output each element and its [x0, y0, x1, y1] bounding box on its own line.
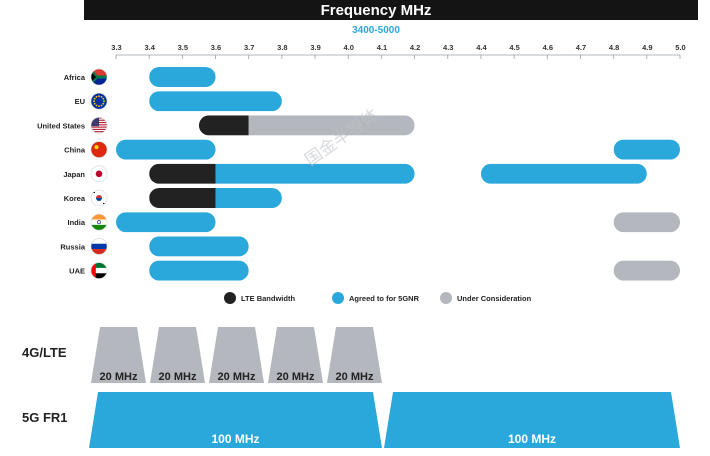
bar-segment-agreed [613, 139, 680, 160]
legend-swatch-under [440, 292, 452, 304]
legend-label-agreed: Agreed to for 5GNR [349, 294, 420, 303]
bar-run [116, 212, 216, 233]
channel-label-4g: 20 MHz [218, 371, 256, 383]
x-tick-label: 4.1 [377, 43, 387, 52]
bar-segment-under [248, 115, 415, 136]
japan-flag-icon [90, 165, 108, 183]
x-tick-label: 4.3 [443, 43, 453, 52]
channel-label-4g: 20 MHz [100, 371, 138, 383]
x-tick-label: 4.4 [476, 43, 487, 52]
bar-segment-agreed [149, 260, 249, 281]
channels-4g: 20 MHz 20 MHz 20 MHz 20 MHz 20 MHz [91, 327, 382, 383]
channel-label-5g: 100 MHz [211, 432, 259, 446]
channel-block-4g [268, 327, 323, 383]
bar-segment-agreed [149, 67, 216, 87]
channel-block-5g [384, 392, 680, 448]
bar-run [149, 91, 282, 112]
bar-segment-agreed [480, 163, 647, 184]
x-tick-label: 3.6 [211, 43, 221, 52]
bar-segment-lte [149, 188, 216, 208]
region-label: Japan [63, 170, 85, 179]
legend: LTE Bandwidth Agreed to for 5GNR Under C… [224, 292, 532, 304]
chart-subtitle: 3400-5000 [352, 25, 400, 36]
bar-segment-under [613, 260, 680, 281]
bar-segment-lte [198, 115, 249, 136]
bar-run [613, 260, 680, 281]
x-tick-label: 3.8 [277, 43, 287, 52]
x-tick-label: 4.7 [576, 43, 586, 52]
legend-label-under: Under Consideration [457, 294, 532, 303]
region-label: Russia [60, 242, 85, 251]
bar-run [613, 212, 680, 233]
x-tick-label: 4.2 [410, 43, 420, 52]
x-tick-label: 4.9 [642, 43, 652, 52]
x-axis: 3.3 3.4 3.5 3.6 3.7 3.8 3.9 4.0 4.1 4.2 4.3 4.4 4.5 4… [111, 43, 686, 59]
bar-run [116, 139, 216, 160]
bar-segment-lte [149, 163, 216, 184]
bar-segment-agreed [149, 91, 282, 112]
channel-label-4g: 20 MHz [277, 371, 315, 383]
x-tick-label: 3.9 [310, 43, 320, 52]
bar-segment-under [613, 212, 680, 233]
x-tick-label: 5.0 [675, 43, 685, 52]
bars-layer [116, 67, 680, 281]
legend-label-lte: LTE Bandwidth [241, 294, 295, 303]
channels-5g: 100 MHz 100 MHz [89, 392, 680, 448]
label-4g-lte: 4G/LTE [22, 345, 67, 360]
watermark: 国金半导体 [302, 105, 383, 169]
region-label: India [67, 218, 85, 227]
uae-flag-icon [90, 262, 108, 279]
bar-run [613, 139, 680, 160]
legend-swatch-agreed [332, 292, 344, 304]
channel-block-4g [327, 327, 382, 383]
chart-title: Frequency MHz [321, 2, 432, 19]
region-label: United States [37, 121, 85, 130]
x-tick-label: 3.7 [244, 43, 254, 52]
bar-run [149, 67, 216, 87]
china-flag-icon [90, 141, 108, 158]
bar-segment-agreed [149, 236, 249, 257]
region-label: UAE [69, 267, 85, 276]
south-africa-flag-icon [90, 68, 108, 86]
x-tick-label: 3.3 [111, 43, 121, 52]
legend-swatch-lte [224, 292, 236, 304]
russia-flag-icon [90, 238, 108, 255]
channel-label-4g: 20 MHz [336, 371, 374, 383]
bar-run [149, 163, 415, 184]
channel-label-5g: 100 MHz [508, 432, 556, 446]
x-tick-label: 4.6 [543, 43, 553, 52]
header-bar [84, 0, 698, 20]
region-label: Africa [64, 73, 86, 82]
bar-run [198, 115, 415, 136]
bar-segment-agreed [116, 139, 216, 160]
x-tick-label: 3.5 [178, 43, 188, 52]
x-tick-label: 4.0 [344, 43, 354, 52]
region-label: Korea [64, 194, 86, 203]
bar-segment-agreed [215, 163, 415, 184]
korea-flag-icon [90, 189, 108, 207]
channel-block-5g [89, 392, 382, 448]
bar-run [149, 188, 282, 208]
x-tick-label: 4.8 [609, 43, 619, 52]
region-label: China [64, 146, 86, 155]
x-tick-label: 4.5 [509, 43, 519, 52]
bar-segment-agreed [116, 212, 216, 233]
region-label: EU [75, 97, 85, 106]
bar-run [149, 260, 249, 281]
bar-segment-agreed [215, 188, 282, 208]
eu-flag-icon [90, 92, 108, 110]
bar-run [480, 163, 647, 184]
us-flag-icon [90, 117, 108, 134]
label-5g-fr1: 5G FR1 [22, 410, 68, 425]
channel-block-4g [91, 327, 146, 383]
region-rows: Africa EU United States China Japan Korea Indi… [37, 68, 108, 279]
x-tick-label: 3.4 [144, 43, 155, 52]
india-flag-icon [90, 213, 108, 231]
channel-block-4g [150, 327, 205, 383]
channel-block-4g [209, 327, 264, 383]
bar-run [149, 236, 249, 257]
channel-label-4g: 20 MHz [159, 371, 197, 383]
